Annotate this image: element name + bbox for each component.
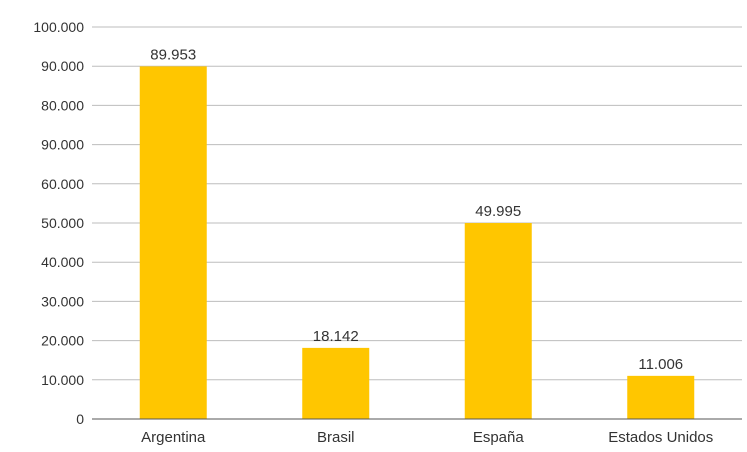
bar-value-label: 11.006 (638, 356, 683, 373)
bar-argentina (139, 66, 207, 419)
y-tick-label: 20.000 (41, 333, 84, 349)
bar-estados-unidos (627, 375, 695, 419)
bar-brasil (302, 347, 370, 419)
x-tick-label: Argentina (141, 429, 206, 446)
x-tick-label: España (473, 429, 525, 446)
bar-españa (464, 223, 532, 419)
y-tick-label: 30.000 (41, 293, 84, 309)
y-tick-label: 90.000 (41, 137, 84, 153)
y-tick-label: 10.000 (41, 372, 84, 388)
y-tick-label: 80.000 (41, 97, 84, 113)
bar-value-label: 18.142 (313, 328, 359, 345)
y-tick-label: 100.000 (33, 19, 84, 35)
y-tick-label: 40.000 (41, 254, 84, 270)
x-tick-label: Brasil (317, 429, 355, 446)
y-tick-label: 90.000 (41, 58, 84, 74)
x-axis-tick-labels: Argentina Brasil España Estados Unidos (141, 429, 713, 446)
bar-value-labels: 89.953 18.142 49.995 11.006 (150, 46, 683, 372)
x-tick-label: Estados Unidos (608, 429, 713, 446)
y-axis-tick-labels: 0 10.000 20.000 30.000 40.000 50.000 60.000 90.… (33, 19, 84, 427)
y-tick-label: 0 (76, 411, 84, 427)
bar-value-label: 49.995 (475, 203, 521, 220)
y-tick-label: 60.000 (41, 176, 84, 192)
bar-value-label: 89.953 (150, 46, 196, 63)
bars (139, 66, 695, 419)
y-tick-label: 50.000 (41, 215, 84, 231)
